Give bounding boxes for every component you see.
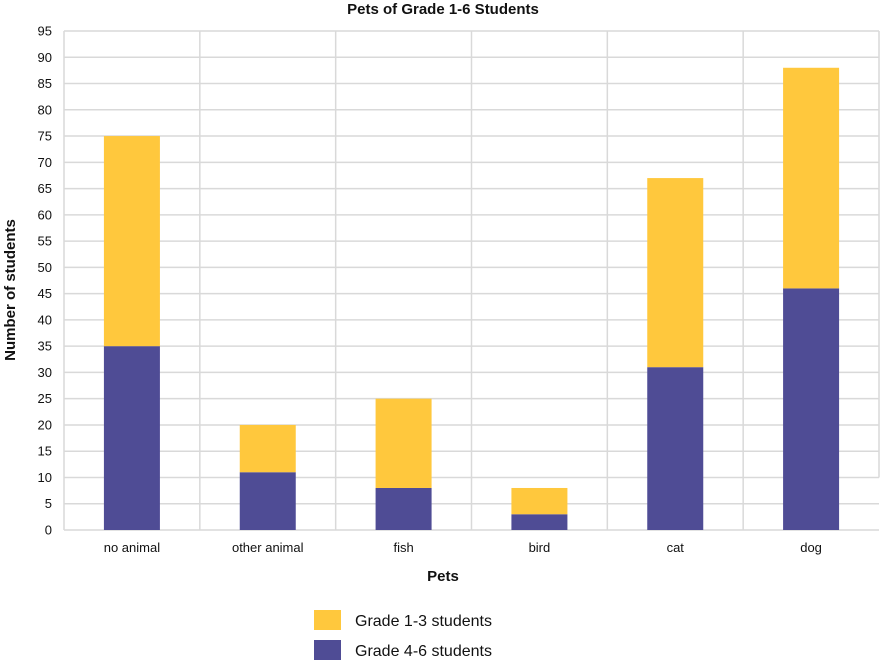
bar-grade-4-6-no-animal — [103, 346, 160, 530]
y-tick-label: 90 — [38, 50, 52, 65]
y-axis-ticks: 0 5 10 15 20 25 30 35 40 45 50 55 60 65 70 75 80 85 90 95 — [38, 24, 52, 538]
y-tick-label: 95 — [38, 24, 52, 39]
y-tick-label: 80 — [38, 102, 52, 117]
y-tick-label: 45 — [38, 286, 52, 301]
bar-grade-4-6-fish — [375, 487, 432, 530]
y-tick-label: 65 — [38, 181, 52, 196]
bar-grade-1-3-dog — [783, 67, 840, 289]
y-tick-label: 5 — [45, 496, 52, 511]
x-tick-label: bird — [529, 540, 551, 555]
legend-label: Grade 1-3 students — [355, 613, 492, 630]
bar-grade-4-6-dog — [783, 288, 840, 530]
x-axis-ticks: no animal other animal fish bird cat dog — [104, 540, 822, 555]
y-axis-label: Number of students — [2, 219, 19, 361]
x-tick-label: other animal — [232, 540, 304, 555]
bar-grade-1-3-fish — [375, 398, 432, 488]
x-axis-label: Pets — [427, 568, 459, 585]
y-tick-label: 40 — [38, 312, 52, 327]
y-tick-label: 60 — [38, 207, 52, 222]
y-tick-label: 25 — [38, 391, 52, 406]
bar-grade-1-3-bird — [511, 487, 568, 515]
legend: Grade 1-3 students Grade 4-6 students — [314, 610, 492, 660]
bar-grade-4-6-cat — [647, 367, 704, 530]
y-tick-label: 50 — [38, 260, 52, 275]
x-tick-label: dog — [800, 540, 822, 555]
x-tick-label: no animal — [104, 540, 160, 555]
gridlines — [63, 30, 880, 531]
y-tick-label: 0 — [45, 523, 52, 538]
y-tick-label: 55 — [38, 234, 52, 249]
y-tick-label: 10 — [38, 470, 52, 485]
x-tick-label: cat — [667, 540, 685, 555]
y-tick-label: 35 — [38, 339, 52, 354]
bar-grade-1-3-other-animal — [239, 424, 296, 473]
bar-grade-1-3-no-animal — [103, 136, 160, 347]
legend-label: Grade 4-6 students — [355, 643, 492, 660]
legend-swatch — [314, 610, 341, 630]
chart-title: Pets of Grade 1-6 Students — [347, 1, 539, 18]
y-tick-label: 85 — [38, 76, 52, 91]
x-tick-label: fish — [393, 540, 413, 555]
y-tick-label: 30 — [38, 365, 52, 380]
y-tick-label: 75 — [38, 129, 52, 144]
bars — [103, 67, 840, 530]
legend-swatch — [314, 640, 341, 660]
bar-grade-4-6-bird — [511, 514, 568, 530]
bar-grade-1-3-cat — [647, 178, 704, 368]
y-tick-label: 15 — [38, 444, 52, 459]
y-tick-label: 20 — [38, 417, 52, 432]
bar-grade-4-6-other-animal — [239, 472, 296, 530]
y-tick-label: 70 — [38, 155, 52, 170]
